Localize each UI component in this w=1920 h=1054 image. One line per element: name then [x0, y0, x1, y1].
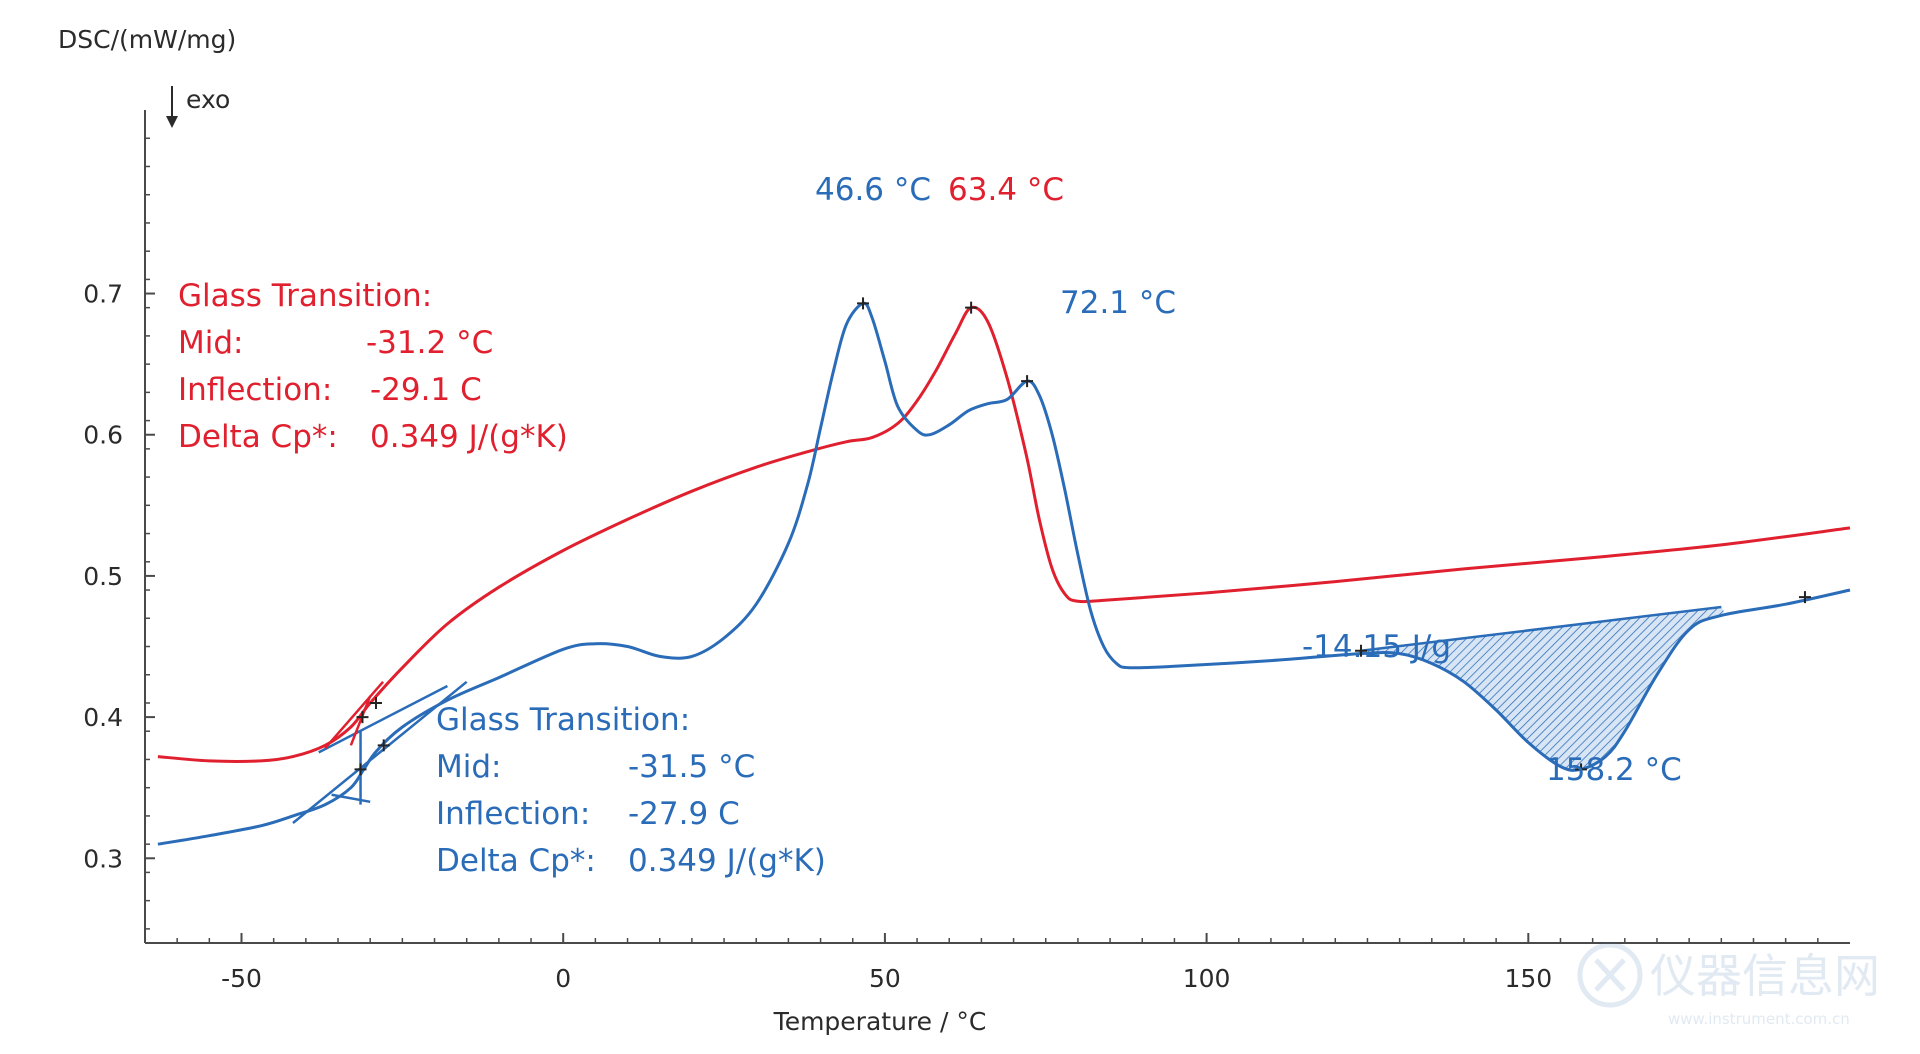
- x-tick-label: -50: [221, 964, 262, 993]
- blue-inflection-value: -27.9 C: [628, 796, 740, 832]
- blue-delta-value: 0.349 J/(g*K): [628, 843, 826, 879]
- marker-point: [369, 696, 382, 709]
- y-tick-label: 0.5: [83, 562, 123, 591]
- marker-point: [1575, 763, 1588, 776]
- x-tick-label: 0: [555, 964, 571, 993]
- enthalpy-shaded-area: [1358, 607, 1724, 771]
- red-mid-value: -31.2 °C: [366, 325, 493, 361]
- exo-label: exo: [186, 85, 230, 114]
- marker-point: [857, 297, 870, 310]
- x-tick-label: 50: [869, 964, 901, 993]
- y-tick-label: 0.6: [83, 421, 123, 450]
- blue-inflection-label: Inflection:: [436, 796, 590, 832]
- watermark-subtext: www.instrument.com.cn: [1668, 1010, 1850, 1028]
- red-tangent-line: [349, 695, 372, 746]
- x-tick-label: 100: [1183, 964, 1231, 993]
- y-tick-label: 0.3: [83, 844, 123, 873]
- red-inflection-label: Inflection:: [178, 372, 332, 408]
- watermark-logo: 仪器信息网 www.instrument.com.cn: [1577, 942, 1880, 1028]
- shaded-area: [1358, 605, 1724, 771]
- x-axis-label: Temperature / °C: [773, 1007, 987, 1036]
- blue-glass-transition-annotation: Glass Transition: Mid: -31.5 °C Inflecti…: [436, 702, 826, 879]
- enthalpy-label: -14.15 J/g: [1302, 629, 1451, 665]
- red-glass-title: Glass Transition:: [178, 278, 432, 314]
- marker-point: [1021, 375, 1034, 388]
- blue-mid-label: Mid:: [436, 749, 501, 785]
- enthalpy-baseline: [1360, 605, 1722, 652]
- y-axis-label: DSC/(mW/mg): [58, 25, 236, 54]
- red-delta-value: 0.349 J/(g*K): [370, 419, 568, 455]
- marker-point: [965, 301, 978, 314]
- y-tick-label: 0.4: [83, 703, 123, 732]
- axes: -50 0 50 100 150 0.3 0.4 0.5 0.6 0.7: [83, 110, 1850, 993]
- blue-tangent-line: [292, 680, 468, 824]
- marker-point: [1798, 591, 1811, 604]
- red-delta-label: Delta Cp*:: [178, 419, 338, 455]
- marker-point: [354, 763, 367, 776]
- peak-label-158: 158.2 °C: [1546, 752, 1682, 788]
- x-tick-label: 150: [1504, 964, 1552, 993]
- series-lines: [157, 301, 1851, 846]
- blue-mid-value: -31.5 °C: [628, 749, 755, 785]
- peak-label-72: 72.1 °C: [1060, 285, 1176, 321]
- red-series-line: [157, 305, 1851, 763]
- marker-point: [1355, 644, 1368, 657]
- y-tick-label: 0.7: [83, 280, 123, 309]
- blue-series-line: [157, 301, 1851, 846]
- blue-glass-title: Glass Transition:: [436, 702, 690, 738]
- peak-label-63: 63.4 °C: [948, 172, 1064, 208]
- red-glass-transition-annotation: Glass Transition: Mid: -31.2 °C Inflecti…: [178, 278, 568, 455]
- red-tangent-line: [324, 680, 384, 749]
- peak-markers: [354, 297, 1811, 776]
- red-inflection-value: -29.1 C: [370, 372, 482, 408]
- peak-label-46: 46.6 °C: [815, 172, 931, 208]
- blue-tangent-line: [318, 684, 448, 754]
- marker-point: [356, 711, 369, 724]
- blue-delta-label: Delta Cp*:: [436, 843, 596, 879]
- marker-point: [377, 739, 390, 752]
- exo-arrow-icon: [166, 86, 178, 128]
- watermark-text: 仪器信息网: [1650, 949, 1880, 1003]
- blue-tangent-line: [331, 793, 371, 804]
- red-mid-label: Mid:: [178, 325, 243, 361]
